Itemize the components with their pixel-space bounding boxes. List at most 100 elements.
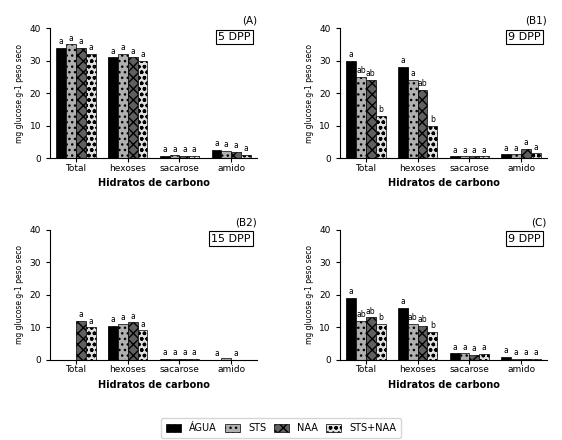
Bar xyxy=(501,357,511,359)
Bar xyxy=(428,332,437,359)
Bar xyxy=(108,57,118,158)
Bar xyxy=(138,330,147,359)
Text: 9 DPP: 9 DPP xyxy=(508,32,541,42)
Text: a: a xyxy=(214,139,219,148)
Text: a: a xyxy=(472,146,477,155)
Text: 9 DPP: 9 DPP xyxy=(508,234,541,244)
Bar xyxy=(76,321,86,359)
Text: a: a xyxy=(224,140,229,149)
Bar xyxy=(108,326,118,359)
Bar xyxy=(418,90,428,158)
Bar xyxy=(128,57,138,158)
Text: a: a xyxy=(111,315,115,324)
Text: ab: ab xyxy=(356,66,366,75)
Text: a: a xyxy=(120,44,125,52)
Text: a: a xyxy=(172,348,177,357)
Bar xyxy=(128,323,138,359)
Text: (B1): (B1) xyxy=(525,15,547,26)
Text: a: a xyxy=(410,70,415,78)
Text: a: a xyxy=(79,37,83,46)
Y-axis label: mg glucose.g-1 peso seco: mg glucose.g-1 peso seco xyxy=(15,245,24,344)
Text: a: a xyxy=(533,348,538,357)
Text: ab: ab xyxy=(366,70,375,78)
Bar xyxy=(375,116,386,158)
Y-axis label: mg glucose.g-1 peso seco: mg glucose.g-1 peso seco xyxy=(305,44,314,143)
Text: a: a xyxy=(401,56,405,66)
Text: a: a xyxy=(234,349,238,358)
Bar xyxy=(398,67,408,158)
Text: 5 DPP: 5 DPP xyxy=(219,32,251,42)
Text: a: a xyxy=(192,348,197,357)
Bar xyxy=(479,354,489,359)
Text: b: b xyxy=(430,322,435,330)
Text: b: b xyxy=(378,313,383,323)
Bar xyxy=(366,317,375,359)
Text: a: a xyxy=(59,37,64,46)
X-axis label: Hidratos de carbono: Hidratos de carbono xyxy=(388,380,500,390)
Bar xyxy=(521,149,531,158)
Bar xyxy=(56,48,66,158)
Bar xyxy=(366,80,375,158)
Bar xyxy=(189,156,199,158)
Text: ab: ab xyxy=(418,315,427,324)
Bar xyxy=(450,353,460,359)
Bar xyxy=(418,326,428,359)
Text: (C): (C) xyxy=(532,217,547,227)
Text: (B2): (B2) xyxy=(235,217,257,227)
Bar xyxy=(460,353,469,359)
Bar xyxy=(479,157,489,158)
Text: 15 DPP: 15 DPP xyxy=(211,234,251,244)
Text: b: b xyxy=(430,115,435,124)
Bar xyxy=(118,324,128,359)
Text: a: a xyxy=(462,343,467,352)
Text: a: a xyxy=(482,146,487,155)
Bar xyxy=(346,298,356,359)
Text: a: a xyxy=(140,320,145,329)
Text: a: a xyxy=(214,349,219,358)
X-axis label: Hidratos de carbono: Hidratos de carbono xyxy=(98,380,210,390)
Bar xyxy=(160,155,170,158)
Text: ab: ab xyxy=(418,79,427,88)
Bar xyxy=(231,152,241,158)
Text: a: a xyxy=(401,297,405,306)
Text: a: a xyxy=(472,344,477,353)
Text: a: a xyxy=(348,287,353,296)
Text: a: a xyxy=(182,348,187,357)
Bar xyxy=(221,150,231,158)
Text: ab: ab xyxy=(366,307,375,316)
Text: a: a xyxy=(111,47,115,56)
Text: a: a xyxy=(172,145,177,154)
Bar xyxy=(211,150,221,158)
Text: a: a xyxy=(162,145,167,154)
Text: a: a xyxy=(348,50,353,59)
Bar xyxy=(428,125,437,158)
Bar xyxy=(469,157,479,158)
Bar xyxy=(501,154,511,158)
Text: b: b xyxy=(378,105,383,114)
Text: a: a xyxy=(88,44,93,52)
Text: a: a xyxy=(120,313,125,323)
Text: ab: ab xyxy=(408,313,418,323)
Bar xyxy=(170,155,179,158)
Text: a: a xyxy=(482,343,487,352)
Bar xyxy=(346,61,356,158)
Text: a: a xyxy=(182,145,187,154)
Bar xyxy=(356,321,366,359)
Text: (A): (A) xyxy=(242,15,257,26)
Bar xyxy=(511,154,521,158)
Legend: ÁGUA, STS, NAA, STS+NAA: ÁGUA, STS, NAA, STS+NAA xyxy=(161,418,401,438)
Bar xyxy=(118,54,128,158)
Text: a: a xyxy=(162,348,167,357)
Bar xyxy=(375,324,386,359)
Text: a: a xyxy=(452,343,457,352)
Text: a: a xyxy=(130,47,135,56)
Text: a: a xyxy=(140,50,145,59)
Bar xyxy=(179,155,189,158)
Y-axis label: mg glucose.g-1 peso seco: mg glucose.g-1 peso seco xyxy=(305,245,314,344)
Text: a: a xyxy=(533,143,538,152)
Text: a: a xyxy=(452,146,457,155)
Text: a: a xyxy=(69,34,74,43)
Text: a: a xyxy=(524,348,528,357)
Bar xyxy=(460,157,469,158)
Y-axis label: mg glucose.g-1 peso seco: mg glucose.g-1 peso seco xyxy=(15,44,24,143)
